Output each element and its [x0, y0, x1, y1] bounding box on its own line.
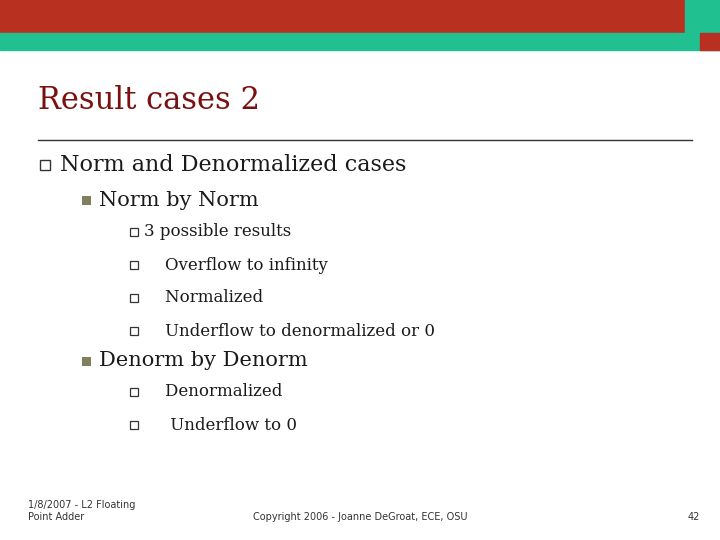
Text: Normalized: Normalized: [144, 289, 263, 307]
Text: Copyright 2006 - Joanne DeGroat, ECE, OSU: Copyright 2006 - Joanne DeGroat, ECE, OS…: [253, 512, 467, 522]
Text: Norm by Norm: Norm by Norm: [99, 191, 258, 210]
Bar: [82, 195, 91, 205]
Text: Underflow to denormalized or 0: Underflow to denormalized or 0: [144, 322, 435, 340]
Text: Norm and Denormalized cases: Norm and Denormalized cases: [60, 154, 406, 176]
Bar: [130, 261, 138, 269]
Bar: [130, 421, 138, 429]
Bar: [700, 33, 720, 50]
Text: 1/8/2007 - L2 Floating
Point Adder: 1/8/2007 - L2 Floating Point Adder: [28, 501, 135, 522]
Bar: [130, 327, 138, 335]
Bar: [0, 33, 720, 50]
Text: Underflow to 0: Underflow to 0: [144, 416, 297, 434]
Text: Result cases 2: Result cases 2: [38, 85, 260, 116]
Bar: [130, 294, 138, 302]
Text: Denormalized: Denormalized: [144, 383, 282, 401]
Bar: [82, 356, 91, 366]
Bar: [0, 0, 685, 35]
Bar: [40, 160, 50, 170]
Text: Denorm by Denorm: Denorm by Denorm: [99, 352, 307, 370]
Text: 3 possible results: 3 possible results: [144, 224, 292, 240]
Bar: [685, 0, 720, 35]
Text: Overflow to infinity: Overflow to infinity: [144, 256, 328, 273]
Text: 42: 42: [688, 512, 700, 522]
Bar: [130, 388, 138, 396]
Bar: [130, 228, 138, 236]
